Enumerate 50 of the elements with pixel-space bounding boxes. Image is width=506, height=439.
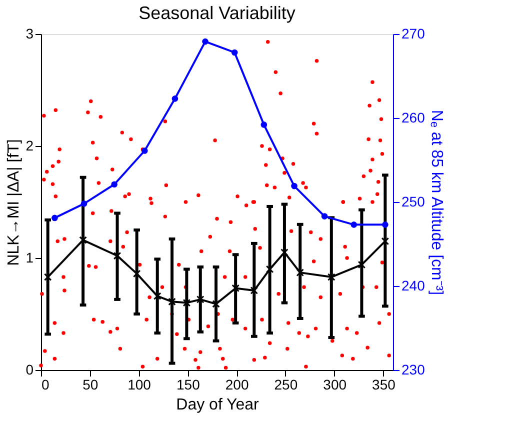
point <box>132 270 141 278</box>
point <box>266 265 274 274</box>
y-tick-label: 3 <box>26 26 34 42</box>
point <box>111 181 118 188</box>
x-tick-label: 350 <box>372 376 396 392</box>
x-axis-title: Day of Year <box>176 396 260 414</box>
x-tick-label: 50 <box>82 376 98 392</box>
point <box>260 122 268 128</box>
point <box>168 298 176 306</box>
y2-tick-label: 250 <box>402 194 426 210</box>
point <box>182 298 191 307</box>
point <box>350 222 358 228</box>
y-tick-label: 0 <box>26 362 34 378</box>
point <box>231 49 238 56</box>
point <box>52 214 58 222</box>
point <box>382 222 388 228</box>
point <box>321 213 328 220</box>
y2-axis-title: Nₑ at 85 km Altitude [cm⁻³] <box>428 110 445 296</box>
point <box>202 38 208 45</box>
point <box>141 148 148 154</box>
point <box>296 268 304 276</box>
x-tick-label: 300 <box>323 376 347 392</box>
x-tick-label: 0 <box>42 376 50 392</box>
point <box>212 300 220 308</box>
y-tick-label: 2 <box>26 138 34 154</box>
point <box>196 296 204 304</box>
point <box>291 182 298 190</box>
point <box>280 248 288 256</box>
y-axis-title: NLK→MI |ΔA| [fT] <box>6 139 23 266</box>
y-tick-label: 1 <box>26 250 34 266</box>
point <box>381 237 390 246</box>
point <box>153 292 162 300</box>
x-tick-label: 250 <box>274 376 298 392</box>
x-tick-label: 200 <box>225 376 249 392</box>
point <box>80 200 88 207</box>
point <box>358 260 366 269</box>
y2-tick-label: 270 <box>402 26 426 42</box>
point <box>172 96 178 102</box>
point <box>79 236 87 244</box>
point <box>232 284 240 292</box>
chart-title: Seasonal Variability <box>138 3 296 23</box>
x-tick-label: 150 <box>176 376 200 392</box>
y2-tick-label: 260 <box>402 110 426 126</box>
y2-tick-label: 230 <box>402 362 426 378</box>
point <box>327 273 336 281</box>
point <box>250 286 258 294</box>
x-tick-label: 100 <box>128 376 152 392</box>
y2-tick-label: 240 <box>402 278 426 294</box>
point <box>113 252 122 260</box>
point <box>44 273 52 281</box>
